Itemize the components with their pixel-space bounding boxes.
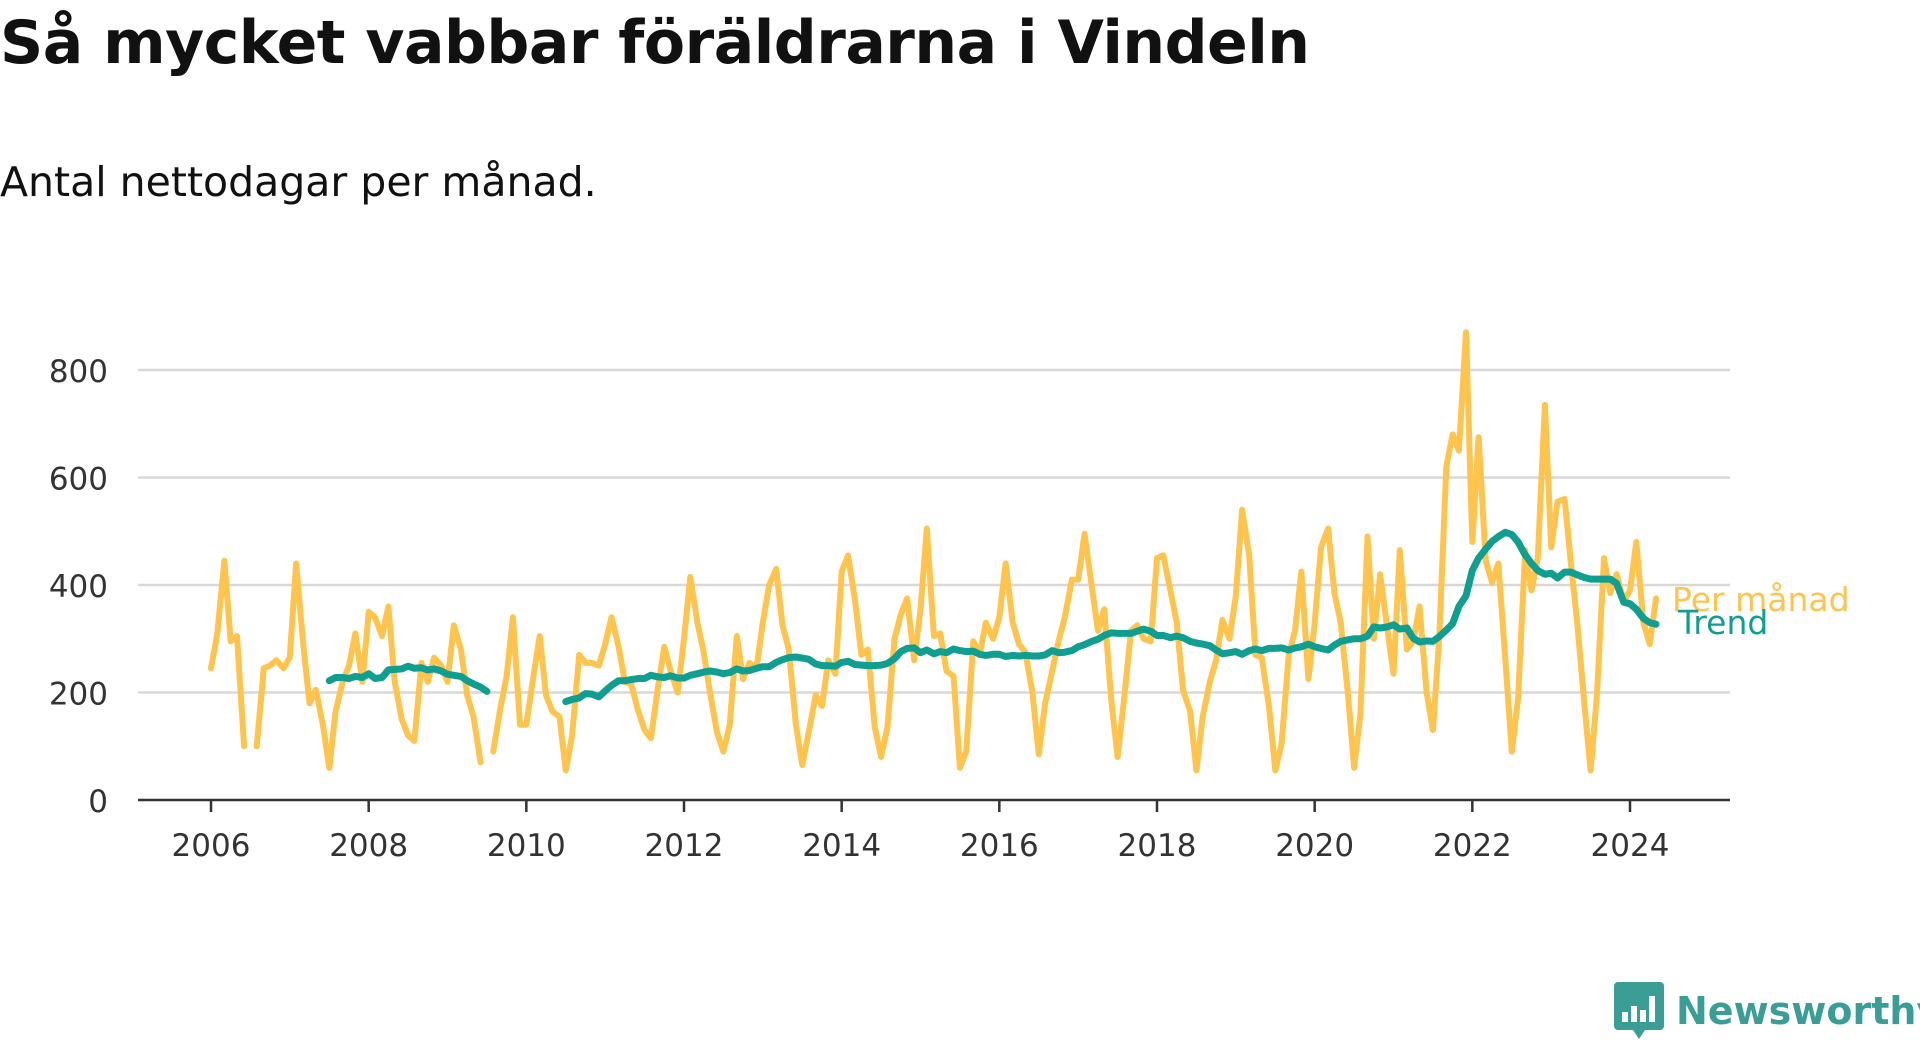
series-trend <box>325 528 1660 706</box>
bar-chart-logo-icon <box>1614 982 1664 1039</box>
series-label: Trend <box>1677 603 1768 642</box>
series-line-segment <box>325 662 491 695</box>
x-tick-label: 2014 <box>802 828 881 864</box>
series-line-segment <box>490 329 1659 774</box>
x-tick-label: 2020 <box>1275 828 1354 864</box>
x-tick-label: 2024 <box>1591 828 1670 864</box>
x-tick-label: 2010 <box>487 828 566 864</box>
series-lines <box>208 329 1660 774</box>
x-tick-label: 2008 <box>329 828 408 864</box>
y-tick-label: 0 <box>88 784 108 820</box>
y-tick-label: 200 <box>49 677 108 713</box>
x-tick-label: 2016 <box>960 828 1039 864</box>
series-line-segment <box>562 528 1660 706</box>
brand-name: Newsworthy <box>1676 989 1920 1033</box>
chart-title: Så mycket vabbar föräldrarna i Vindeln <box>0 8 1310 78</box>
series-label: Per månad <box>1672 580 1850 619</box>
series-per-manad <box>208 329 1659 774</box>
x-tick-label: 2012 <box>645 828 724 864</box>
brand-logo[interactable]: Newsworthy <box>1614 982 1920 1040</box>
x-tick-label: 2006 <box>172 828 251 864</box>
y-tick-labels: 0 200 400 600 800 <box>49 354 108 820</box>
x-tick-label: 2022 <box>1433 828 1512 864</box>
y-tick-label: 800 <box>49 354 108 390</box>
x-tick-label: 2018 <box>1118 828 1197 864</box>
x-axis: 2006 2008 2010 2012 2014 2016 2018 2020 2022 2024 <box>138 798 1730 864</box>
chart-subtitle: Antal nettodagar per månad. <box>0 158 597 206</box>
y-tick-label: 600 <box>49 462 108 498</box>
series-line-segment <box>208 557 248 750</box>
series-line-segment <box>253 560 484 771</box>
gridlines <box>138 368 1730 694</box>
y-tick-label: 400 <box>49 569 108 605</box>
